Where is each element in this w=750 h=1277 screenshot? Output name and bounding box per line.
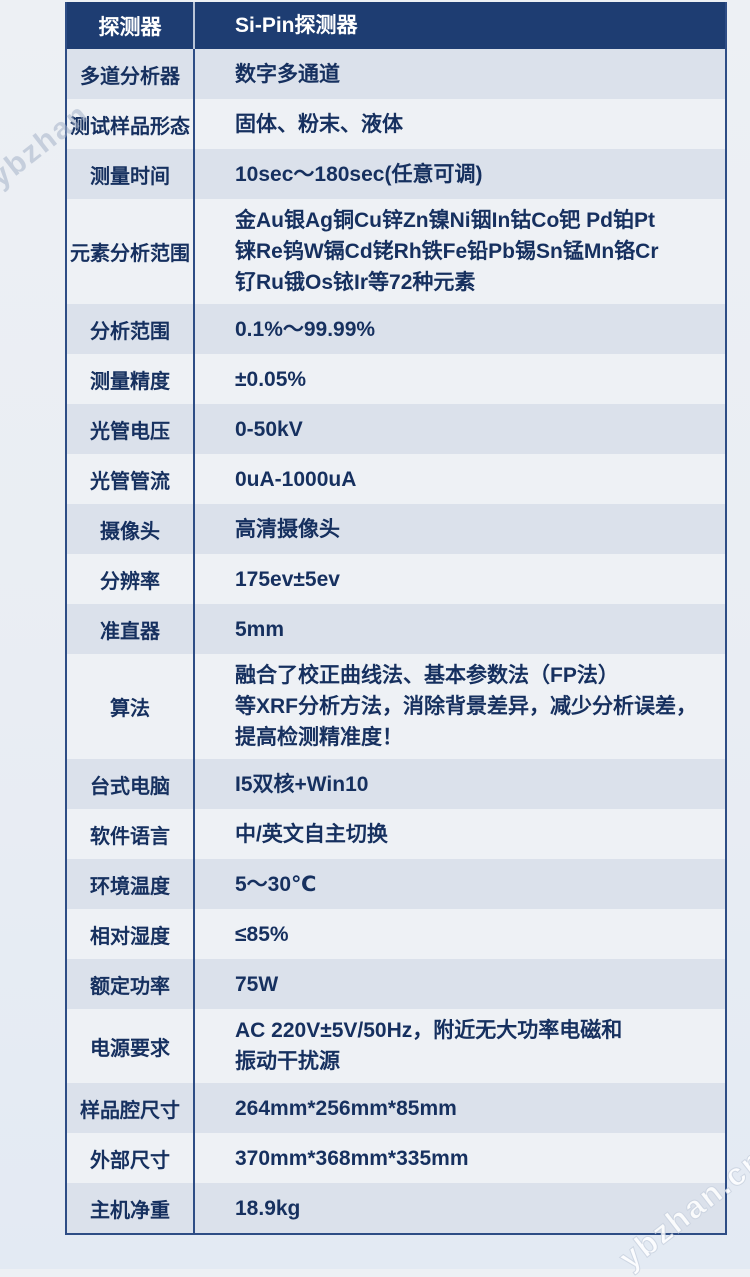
row-value: 75W [235,972,279,996]
row-value: ±0.05% [235,367,307,391]
table-row: 分辨率 175ev±5ev [67,554,725,604]
table-row: 测量精度 ±0.05% [67,354,725,404]
row-value: 中/英文自主切换 [235,822,388,846]
table-row: 算法 融合了校正曲线法、基本参数法（FP法） 等XRF分析方法，消除背景差异，减… [67,654,725,759]
table-row: 测量时间 10sec～180sec(任意可调) [67,149,725,199]
spec-table-header-row: 探测器 Si-Pin探测器 [67,2,725,49]
table-row: 测试样品形态 固体、粉末、液体 [67,99,725,149]
table-row: 软件语言 中/英文自主切换 [67,809,725,859]
row-value: 数字多通道 [235,62,340,86]
table-row: 多道分析器 数字多通道 [67,49,725,99]
row-label: 外部尺寸 [67,1133,195,1183]
table-row: 光管管流 0uA-1000uA [67,454,725,504]
table-row: 摄像头 高清摄像头 [67,504,725,554]
row-value: 175ev±5ev [235,567,340,591]
table-row: 分析范围 0.1%～99.99% [67,304,725,354]
spec-table-body: 多道分析器 数字多通道 测试样品形态 固体、粉末、液体 测量时间 10sec～1… [67,49,725,1233]
row-label: 光管电压 [67,404,195,454]
header-value-cell: Si-Pin探测器 [235,14,358,37]
row-value: 0.1%～99.99% [235,317,376,341]
row-value: 0-50kV [235,417,303,441]
table-row: 外部尺寸 370mm*368mm*335mm [67,1133,725,1183]
row-value: 5mm [235,617,285,641]
spec-table: 探测器 Si-Pin探测器 多道分析器 数字多通道 测试样品形态 固体、粉末、液… [65,2,727,1235]
row-label: 准直器 [67,604,195,654]
row-value: I5双核+Win10 [235,772,369,796]
row-label: 主机净重 [67,1183,195,1233]
row-value: 264mm*256mm*85mm [235,1096,457,1120]
row-label: 算法 [67,654,195,759]
table-row: 相对湿度 ≤85% [67,909,725,959]
row-value: 18.9kg [235,1196,301,1220]
row-label: 摄像头 [67,504,195,554]
table-row: 准直器 5mm [67,604,725,654]
row-label: 软件语言 [67,809,195,859]
table-row: 样品腔尺寸 264mm*256mm*85mm [67,1083,725,1133]
row-label: 分析范围 [67,304,195,354]
table-row: 光管电压 0-50kV [67,404,725,454]
row-label: 相对湿度 [67,909,195,959]
table-row: 电源要求 AC 220V±5V/50Hz，附近无大功率电磁和 振动干扰源 [67,1009,725,1083]
row-label: 电源要求 [67,1009,195,1083]
row-label: 台式电脑 [67,759,195,809]
row-label: 多道分析器 [67,49,195,99]
header-label-cell: 探测器 [67,2,195,49]
row-value: 5～30℃ [235,872,317,896]
row-label: 测试样品形态 [67,99,195,149]
row-value: 融合了校正曲线法、基本参数法（FP法） 等XRF分析方法，消除背景差异，减少分析… [235,664,697,749]
row-label: 样品腔尺寸 [67,1083,195,1133]
row-value: 高清摄像头 [235,517,340,541]
row-value: 固体、粉末、液体 [235,112,403,136]
row-value: 金Au银Ag铜Cu锌Zn镍Ni铟In钴Co钯 Pd铂Pt 铼Re钨W镉Cd铑Rh… [235,209,659,294]
row-value: 0uA-1000uA [235,467,357,491]
row-label: 测量精度 [67,354,195,404]
row-value: 10sec～180sec(任意可调) [235,162,483,186]
table-row: 元素分析范围 金Au银Ag铜Cu锌Zn镍Ni铟In钴Co钯 Pd铂Pt 铼Re钨… [67,199,725,304]
table-row: 额定功率 75W [67,959,725,1009]
table-row: 主机净重 18.9kg [67,1183,725,1233]
row-label: 测量时间 [67,149,195,199]
row-label: 元素分析范围 [67,199,195,304]
row-value: AC 220V±5V/50Hz，附近无大功率电磁和 振动干扰源 [235,1019,623,1073]
row-label: 环境温度 [67,859,195,909]
row-value: ≤85% [235,922,289,946]
table-row: 台式电脑 I5双核+Win10 [67,759,725,809]
row-value: 370mm*368mm*335mm [235,1146,469,1170]
row-label: 光管管流 [67,454,195,504]
row-label: 额定功率 [67,959,195,1009]
row-label: 分辨率 [67,554,195,604]
table-row: 环境温度 5～30℃ [67,859,725,909]
